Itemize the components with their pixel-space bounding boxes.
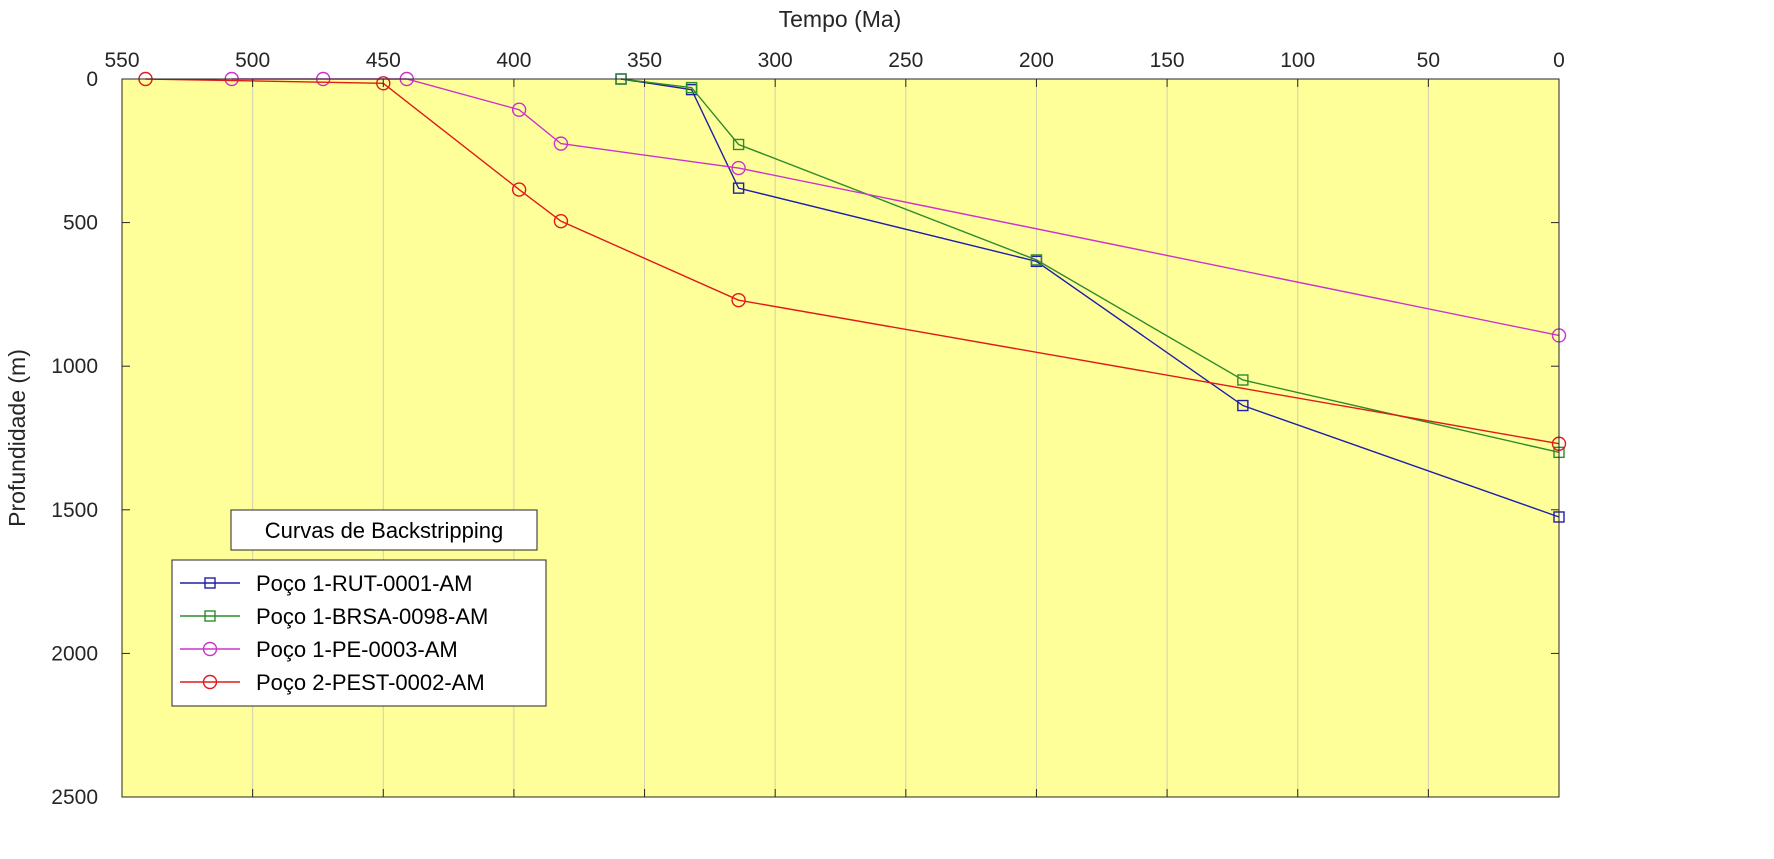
data-point [731, 292, 746, 308]
series-line [145, 78, 1560, 445]
legend-entry: Poço 1-BRSA-0098-AM [180, 604, 488, 629]
y-axis-title: Profundidade (m) [4, 349, 30, 527]
grid-lines [252, 79, 1429, 797]
y-tick-label: 0 [86, 68, 98, 91]
x-tick-label: 200 [1019, 49, 1054, 72]
data-point [685, 81, 698, 94]
y-tick-label: 1000 [51, 355, 98, 378]
legend-swatch-marker [202, 674, 218, 690]
series-line [620, 78, 1560, 454]
legend-label: Poço 2-PEST-0002-AM [256, 670, 485, 695]
data-point [1030, 254, 1043, 266]
legend-label: Poço 1-PE-0003-AM [256, 637, 458, 662]
legend: Poço 1-RUT-0001-AM Poço 1-BRSA-0098-AM Poç… [171, 559, 547, 707]
series-4 [138, 71, 1567, 451]
data-point [732, 138, 745, 151]
data-point [731, 160, 746, 176]
legend-entry: Poço 2-PEST-0002-AM [180, 670, 485, 695]
series-line [620, 78, 1560, 518]
legend-swatch-marker [204, 610, 216, 622]
x-tick-label: 450 [366, 49, 401, 72]
data-point [511, 182, 527, 197]
data-point [376, 76, 391, 91]
legend-swatch-marker [202, 641, 218, 657]
legend-label: Poço 1-RUT-0001-AM [256, 571, 472, 596]
data-point [553, 136, 569, 151]
x-tick-label: 550 [104, 49, 139, 72]
x-axis-ticks: 550 500 450 400 350 300 250 200 150 100 50 0 [104, 49, 1565, 797]
y-tick-label: 500 [63, 212, 98, 235]
data-point [511, 102, 527, 117]
legend-title-box: Curvas de Backstripping [230, 509, 538, 551]
x-tick-label: 0 [1553, 49, 1565, 72]
x-tick-label: 300 [758, 49, 793, 72]
y-axis-ticks: 0 500 1000 1500 2000 2500 [51, 68, 1559, 809]
x-tick-label: 250 [888, 49, 923, 72]
y-tick-label: 1500 [51, 499, 98, 522]
y-tick-label: 2500 [51, 786, 98, 809]
y-tick-label: 2000 [51, 642, 98, 665]
legend-entry: Poço 1-RUT-0001-AM [180, 571, 472, 596]
data-point [553, 213, 569, 229]
data-point [1237, 374, 1249, 386]
legend-entry: Poço 1-PE-0003-AM [180, 637, 458, 662]
x-tick-label: 100 [1280, 49, 1315, 72]
legend-label: Poço 1-BRSA-0098-AM [256, 604, 488, 629]
legend-title: Curvas de Backstripping [265, 518, 503, 543]
data-point [732, 182, 745, 194]
x-axis-title: Tempo (Ma) [779, 6, 902, 32]
x-tick-label: 50 [1417, 49, 1440, 72]
plot-frame [121, 78, 1560, 798]
data-point [1237, 399, 1249, 412]
x-tick-label: 500 [235, 49, 270, 72]
legend-swatch-marker [204, 577, 216, 589]
x-tick-label: 150 [1150, 49, 1185, 72]
x-tick-label: 400 [496, 49, 531, 72]
x-tick-label: 350 [627, 49, 662, 72]
